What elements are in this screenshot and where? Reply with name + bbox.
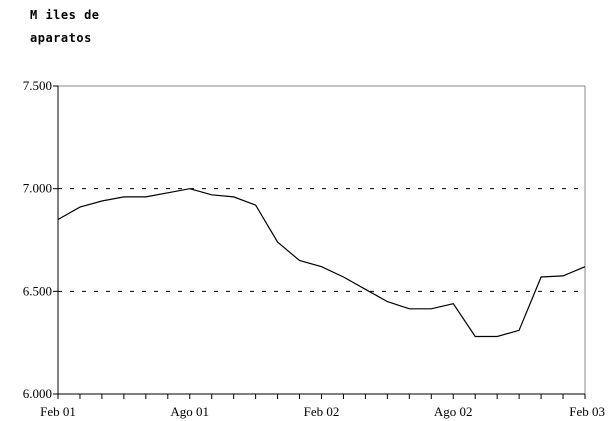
y-axis-label-line-1: M iles de: [30, 8, 100, 22]
x-tick-label-3: Ago 02: [434, 404, 473, 419]
series-layer: [57, 188, 586, 338]
x-tick-label-2: Feb 02: [304, 404, 340, 419]
x-tick-label-1: Ago 01: [170, 404, 209, 419]
y-tick-label-2: 6.500: [23, 283, 52, 298]
grid-layer: [58, 188, 585, 292]
y-tick-label-0: 7.500: [23, 78, 52, 93]
axes-layer: [53, 85, 586, 399]
labels-layer: 7.500 7.000 6.500 6.000 Feb 01 Ago 01 Feb 02 Ag…: [23, 78, 605, 419]
x-tick-label-4: Feb 03: [569, 404, 605, 419]
y-tick-label-3: 6.000: [23, 386, 52, 401]
series-line-0: [57, 188, 586, 338]
x-tick-label-0: Feb 01: [40, 404, 76, 419]
y-axis-label-line-2: aparatos: [30, 31, 92, 45]
y-tick-label-1: 7.000: [23, 181, 52, 196]
